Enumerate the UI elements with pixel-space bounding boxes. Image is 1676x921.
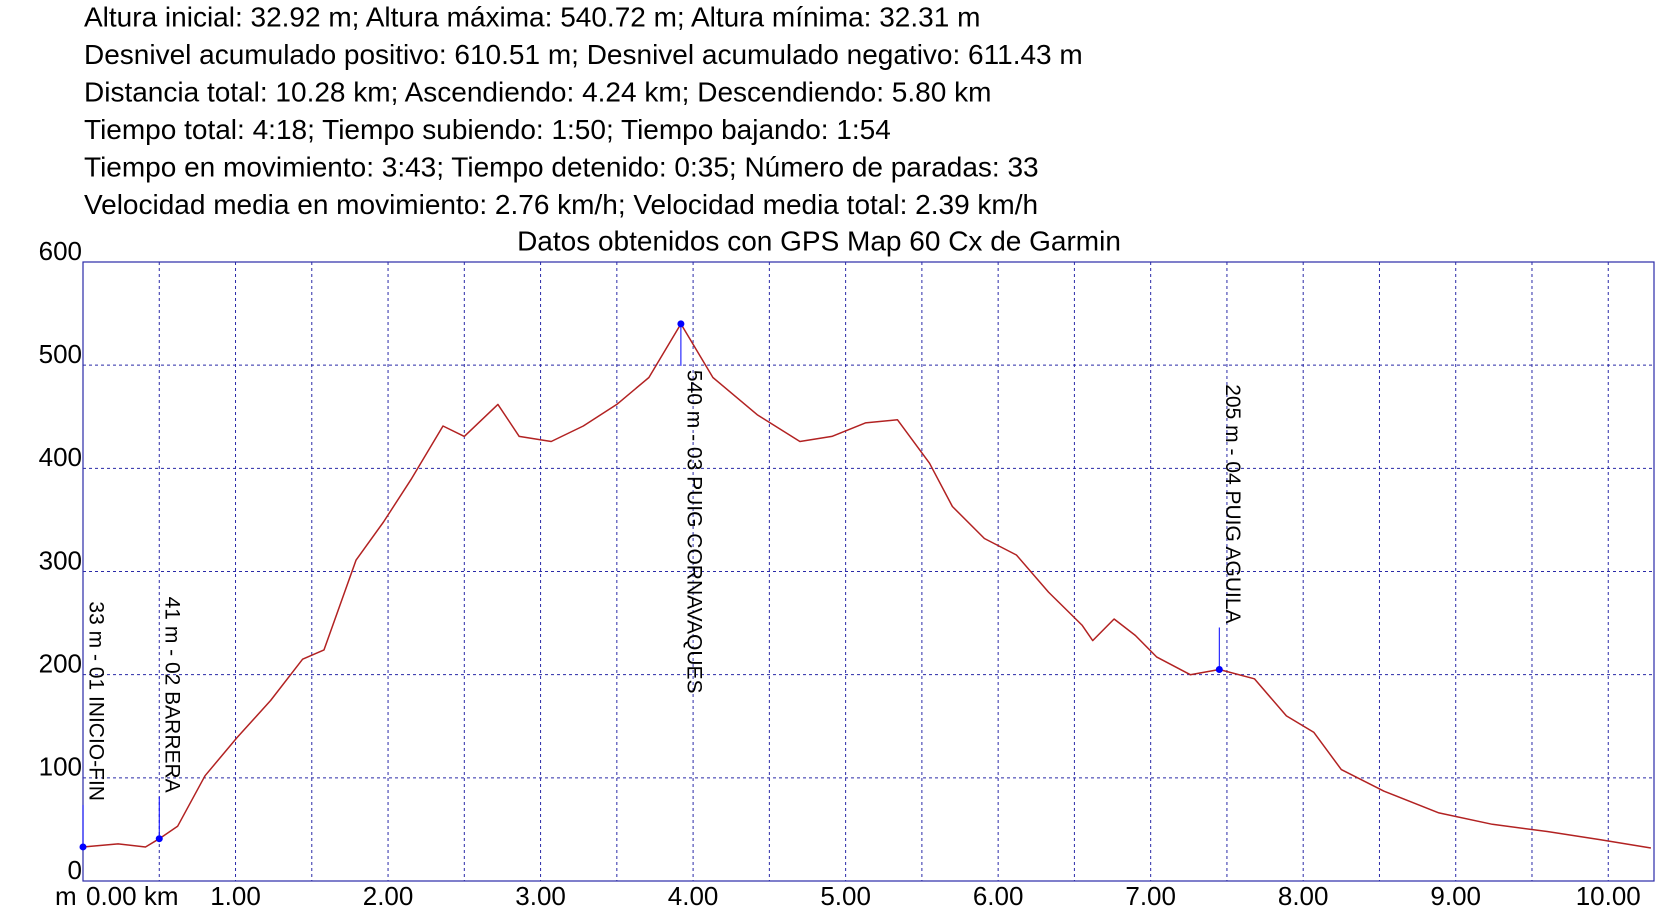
- waypoint-label: 33 m - 01 INICIO-FIN: [84, 601, 107, 801]
- y-tick-label: 600: [39, 236, 82, 266]
- x-tick-label: 10.00: [1576, 881, 1641, 911]
- waypoint-marker: [155, 835, 163, 843]
- y-tick-label: 100: [39, 752, 82, 782]
- header-line: Distancia total: 10.28 km; Ascendiendo: …: [84, 76, 991, 107]
- plot-border: [82, 261, 1655, 882]
- elevation-line: [82, 323, 1652, 849]
- waypoint-label: 205 m - 04 PUIG AGUILA: [1221, 384, 1244, 623]
- y-tick-label: 200: [39, 649, 82, 679]
- header-line: Tiempo total: 4:18; Tiempo subiendo: 1:5…: [84, 114, 891, 145]
- y-tick-label: 300: [39, 545, 82, 575]
- x-tick-label: 1.00: [210, 881, 261, 911]
- x-tick-label: 7.00: [1125, 881, 1176, 911]
- header-line: Desnivel acumulado positivo: 610.51 m; D…: [84, 39, 1083, 70]
- waypoint-marker: [677, 320, 685, 328]
- header-line: Tiempo en movimiento: 3:43; Tiempo deten…: [84, 151, 1039, 182]
- header-line: Altura inicial: 32.92 m; Altura máxima: …: [84, 1, 980, 32]
- x-tick-label: 0.00 km: [86, 881, 179, 911]
- waypoint-label: 41 m - 02 BARRERA: [161, 597, 184, 793]
- waypoint-marker: [1215, 666, 1223, 674]
- header-line: Velocidad media en movimiento: 2.76 km/h…: [84, 189, 1038, 220]
- waypoint-marker: [79, 843, 87, 851]
- x-tick-label: 2.00: [363, 881, 414, 911]
- x-tick-label: 8.00: [1278, 881, 1329, 911]
- y-unit-label: m: [55, 881, 77, 911]
- x-tick-label: 3.00: [515, 881, 566, 911]
- x-tick-label: 5.00: [820, 881, 871, 911]
- x-tick-label: 6.00: [973, 881, 1024, 911]
- y-tick-label: 0: [68, 855, 82, 885]
- x-tick-label: 9.00: [1430, 881, 1481, 911]
- x-tick-label: 4.00: [668, 881, 719, 911]
- waypoint-label: 540 m - 03 PUIG CORNAVAQUES: [682, 370, 705, 694]
- y-tick-label: 400: [39, 442, 82, 472]
- chart-title: Datos obtenidos con GPS Map 60 Cx de Gar…: [517, 225, 1121, 256]
- y-tick-label: 500: [39, 339, 82, 369]
